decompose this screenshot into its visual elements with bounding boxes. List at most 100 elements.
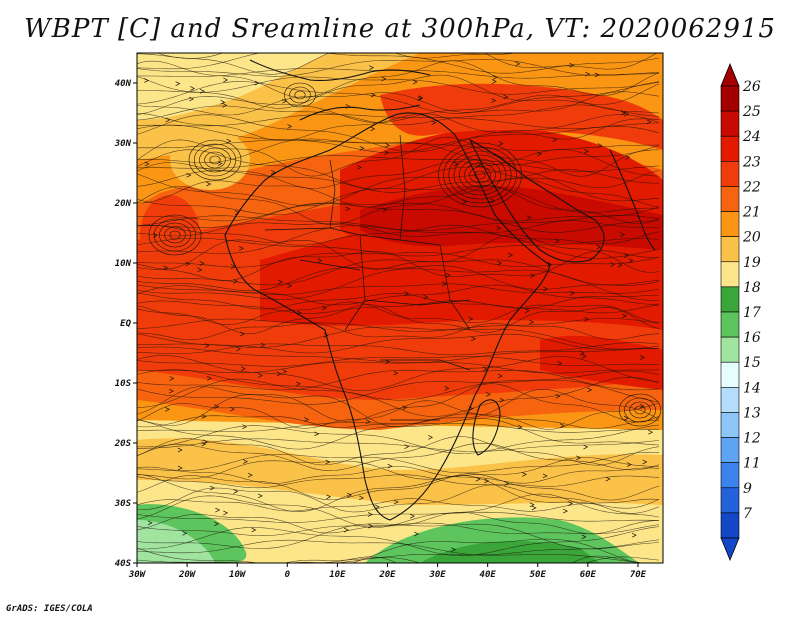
vortex-line [453, 154, 507, 196]
streamline-arrow [404, 291, 410, 296]
streamline-arrow [530, 273, 536, 278]
streamline-arrow [295, 381, 301, 387]
footer-credit: GrADS: IGES/COLA [6, 604, 93, 614]
streamline [137, 59, 660, 77]
streamline [137, 424, 660, 454]
streamline-arrow [529, 319, 535, 325]
y-tick-label: 20N [114, 199, 132, 209]
colorbar-swatch [720, 110, 740, 137]
streamline-arrow [414, 531, 420, 537]
colorbar-swatch [720, 512, 740, 539]
streamline-arrow [214, 521, 220, 527]
x-tick-label: 40E [480, 570, 497, 580]
streamline-arrow [484, 478, 490, 484]
streamline-arrow [314, 431, 320, 437]
vortex-line [169, 230, 181, 240]
vortex-line [289, 86, 311, 104]
streamline [137, 234, 660, 273]
streamline-arrow [385, 359, 391, 365]
streamline [137, 512, 660, 535]
colorbar-label: 21 [742, 205, 761, 221]
streamline [137, 259, 660, 286]
colorbar: 26 25 24 23 22 21 20 19 18 17 16 15 14 13 12 11 9 7 [720, 62, 761, 562]
colorbar-swatch [720, 261, 740, 288]
colorbar-label: 11 [743, 456, 761, 472]
coastline [249, 59, 431, 82]
streamline-arrow [628, 258, 634, 264]
streamline [137, 169, 660, 193]
coastline [299, 104, 421, 121]
streamline-arrow [233, 489, 239, 494]
colorbar-label: 22 [742, 179, 761, 195]
streamline-arrow [345, 104, 351, 109]
streamline [283, 556, 660, 563]
streamline [137, 177, 660, 208]
streamline-arrow [596, 244, 602, 250]
streamline-arrow [445, 272, 451, 278]
x-tick-label: 50E [530, 570, 547, 580]
streamline-arrow [230, 406, 235, 412]
streamline-arrow [343, 527, 349, 533]
field-region [380, 83, 663, 150]
vortex-line [188, 139, 242, 181]
streamline [137, 326, 660, 350]
streamline-arrow [482, 366, 488, 372]
streamline [137, 215, 660, 231]
streamline-arrow [147, 520, 153, 526]
streamline [455, 53, 489, 54]
colorbar-swatch [720, 161, 740, 187]
streamline-arrow [504, 481, 510, 486]
chart-title: WBPT [C] and Sreamline at 300hPa, VT: 20… [24, 14, 776, 44]
colorbar-swatch [720, 211, 740, 237]
streamline-arrow [417, 96, 423, 102]
streamline-arrow [206, 375, 212, 381]
streamline [137, 400, 660, 430]
streamline-arrow [625, 155, 631, 160]
streamline-arrow [177, 447, 183, 453]
streamline [137, 484, 660, 514]
streamline [137, 361, 660, 374]
streamline-arrow [431, 120, 437, 125]
vortex-line [199, 147, 231, 173]
x-tick-label: 0 [285, 570, 291, 580]
streamline-arrow [347, 492, 353, 498]
streamline-arrow [491, 98, 497, 103]
streamline-arrow [559, 423, 565, 428]
streamline-arrow [490, 198, 496, 204]
streamline-arrow [524, 308, 530, 313]
streamline-arrow [444, 385, 450, 391]
y-tick-label: 40N [115, 79, 132, 89]
streamline-arrow [223, 77, 229, 83]
streamline [137, 346, 660, 363]
streamline-arrow [623, 415, 629, 421]
streamline [137, 138, 660, 166]
streamline [137, 355, 660, 391]
streamline-arrow [587, 387, 593, 393]
colorbar-swatch [720, 487, 740, 514]
vortex-line [443, 146, 517, 204]
streamline [137, 139, 660, 151]
streamline-arrow [282, 98, 288, 104]
streamline-arrow [423, 294, 429, 300]
streamline [137, 436, 660, 466]
streamline-arrow [277, 279, 283, 285]
streamline-arrow [471, 336, 476, 342]
streamline-arrow [189, 96, 194, 102]
x-tick-label: 30E [428, 570, 446, 580]
streamline [137, 225, 660, 259]
vortex-line [464, 162, 496, 188]
streamline-arrow [247, 472, 253, 478]
streamline-arrow [165, 117, 171, 123]
streamline-arrow [584, 316, 590, 322]
vortex-line [629, 401, 651, 419]
streamline-arrow [199, 261, 205, 266]
streamline-arrow [177, 465, 183, 471]
border-line [439, 244, 471, 331]
streamline [137, 53, 516, 59]
y-tick-label: 20S [114, 439, 132, 449]
x-tick-label: 10W [229, 570, 247, 580]
colorbar-label: 16 [743, 330, 761, 346]
streamline-arrow [579, 350, 585, 356]
streamline [137, 493, 660, 528]
streamline-arrow [428, 435, 434, 440]
